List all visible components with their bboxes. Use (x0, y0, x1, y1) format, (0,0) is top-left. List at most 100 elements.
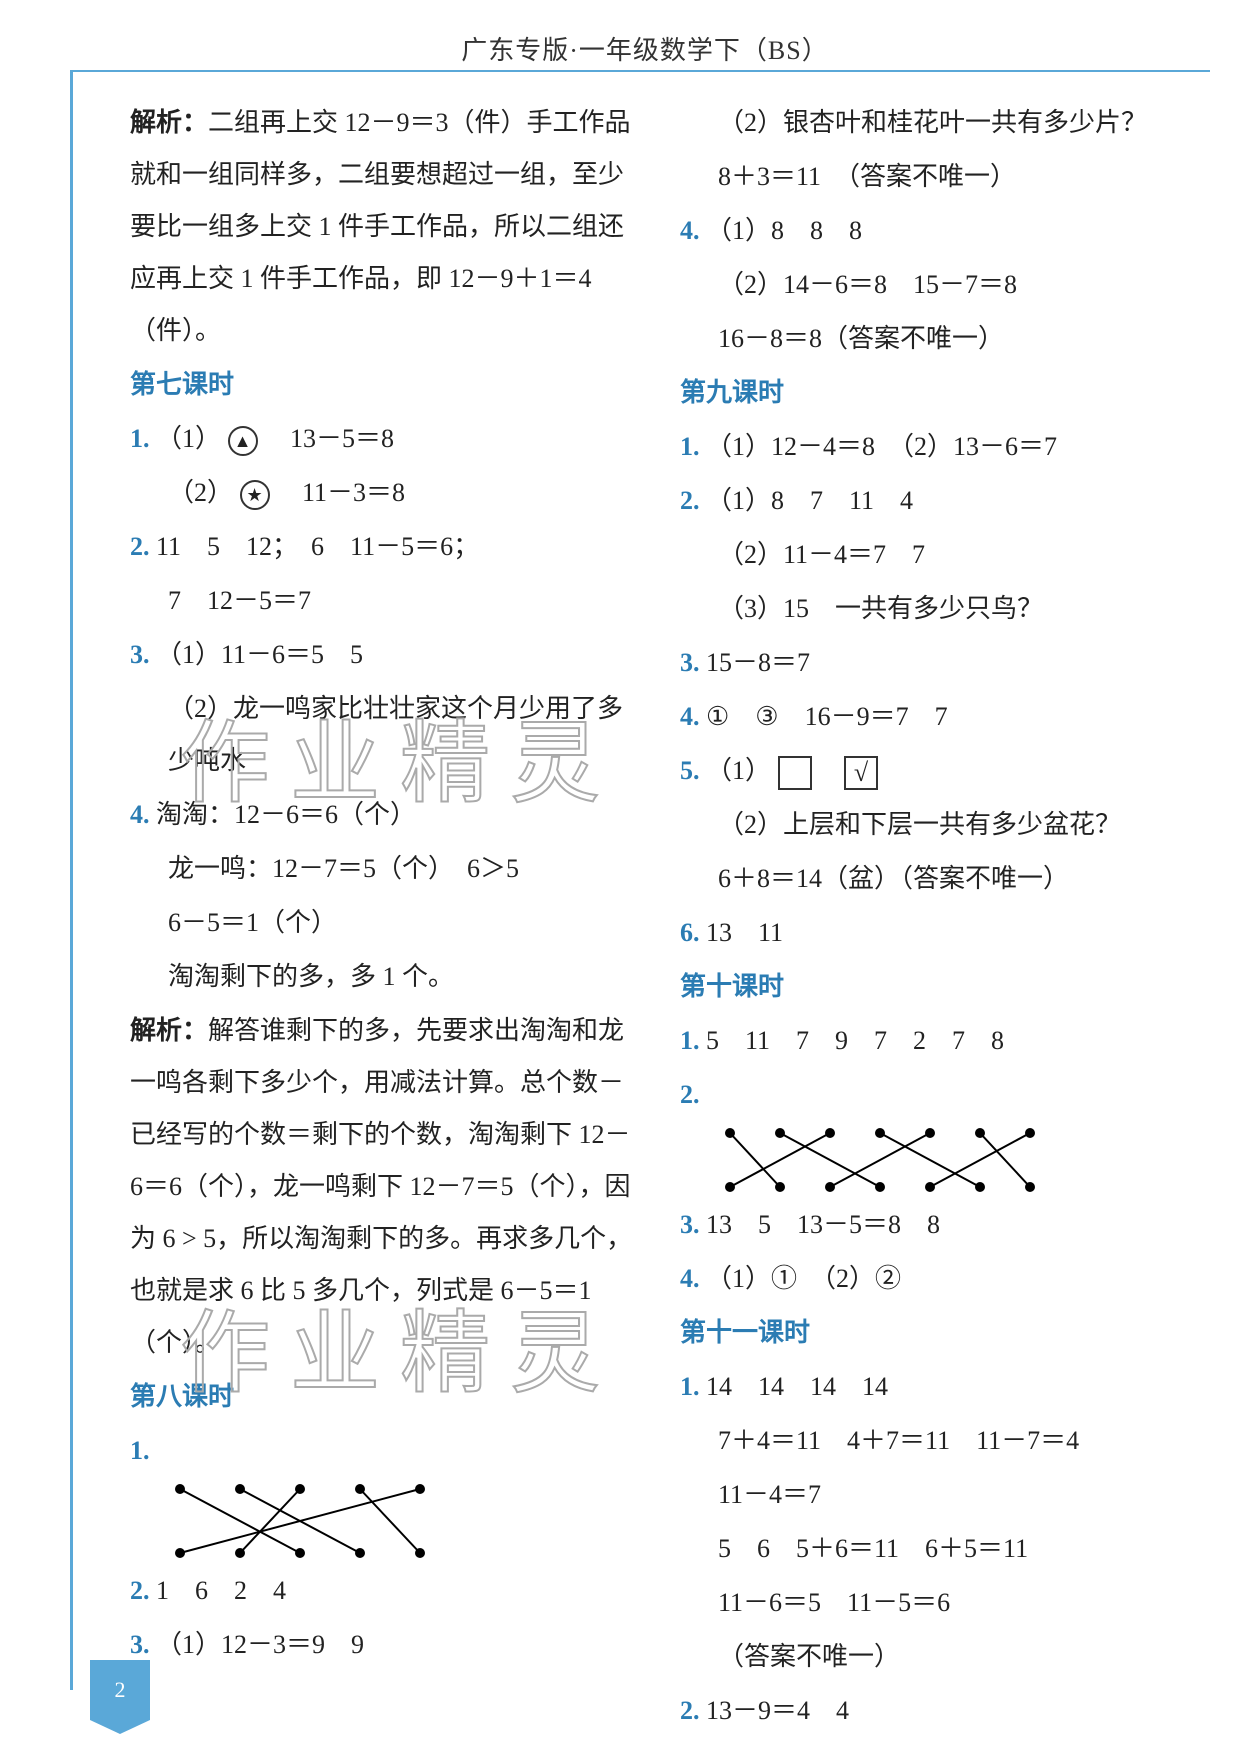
analysis-label: 解析： (130, 108, 208, 137)
text: （2） (168, 478, 233, 507)
left-column: 解析：二组再上交 12－9＝3（件）手工作品就和一组同样多，二组要想超过一组，至… (130, 97, 640, 1739)
q-num: 4. (680, 216, 700, 245)
lesson-8-title: 第八课时 (130, 1371, 640, 1423)
analysis-text: 解答谁剩下的多，先要求出淘淘和龙一鸣各剩下多少个，用减法计算。总个数－已经写的个… (130, 1016, 632, 1357)
analysis-text: 二组再上交 12－9＝3（件）手工作品就和一组同样多，二组要想超过一组，至少要比… (130, 108, 631, 345)
q-num: 4. (130, 800, 150, 829)
q-num: 3. (680, 1210, 700, 1239)
text: （1）① （2）② (706, 1264, 901, 1293)
text: 13 11 (706, 918, 783, 947)
l7-q1b: （2） 11－3＝8 (130, 467, 640, 519)
text: 淘淘：12－6＝6（个） (156, 800, 416, 829)
q-num: 5. (680, 756, 700, 785)
text: 14 14 14 14 (706, 1372, 888, 1401)
text: 13－9＝4 4 (706, 1696, 849, 1725)
eq: 11－3＝8 (276, 478, 405, 507)
q-num: 1. (130, 1436, 150, 1465)
text: （1）12－4＝8 （2）13－6＝7 (706, 432, 1057, 461)
l9-q6: 6. 13 11 (680, 907, 1190, 959)
q-num: 6. (680, 918, 700, 947)
l7-q3a: 3. （1）11－6＝5 5 (130, 629, 640, 681)
l8-q2: 2. 1 6 2 4 (130, 1565, 640, 1617)
page-number-tab: 2 (90, 1660, 150, 1720)
q-num: 4. (680, 702, 700, 731)
l11-q1d: 5 6 5＋6＝11 6＋5＝11 (680, 1523, 1190, 1575)
l11-q1c: 11－4＝7 (680, 1469, 1190, 1521)
l7-q1a: 1. （1） 13－5＝8 (130, 413, 640, 465)
q-num: 3. (130, 1630, 150, 1659)
r-q4b: （2）14－6＝8 15－7＝8 (680, 259, 1190, 311)
eq: 13－5＝8 (264, 424, 394, 453)
check-box-icon: √ (844, 756, 878, 790)
l7-q2b: 7 12－5＝7 (130, 575, 640, 627)
l7-q4d: 淘淘剩下的多，多 1 个。 (130, 951, 640, 1003)
r-q4c: 16－8＝8（答案不唯一） (680, 313, 1190, 365)
analysis-1: 解析：二组再上交 12－9＝3（件）手工作品就和一组同样多，二组要想超过一组，至… (130, 97, 640, 357)
text: （1）8 7 11 4 (706, 486, 913, 515)
text: 1 6 2 4 (156, 1576, 286, 1605)
star-in-circle-icon (240, 480, 270, 510)
matching-diagram-2 (720, 1125, 1050, 1195)
r-cont-b: 8＋3＝11 （答案不唯一） (680, 151, 1190, 203)
q-num: 2. (680, 1080, 700, 1109)
q-num: 2. (680, 486, 700, 515)
q-num: 1. (680, 432, 700, 461)
text: （1）12－3＝9 9 (156, 1630, 364, 1659)
right-column: （2）银杏叶和桂花叶一共有多少片？ 8＋3＝11 （答案不唯一） 4. （1）8… (680, 97, 1190, 1739)
q-num: 2. (680, 1696, 700, 1725)
l11-q1a: 1. 14 14 14 14 (680, 1361, 1190, 1413)
q-num: 4. (680, 1264, 700, 1293)
l10-q1: 1. 5 11 7 9 7 2 7 8 (680, 1015, 1190, 1067)
l7-q2a: 2. 11 5 12； 6 11－5＝6； (130, 521, 640, 573)
l9-q1: 1. （1）12－4＝8 （2）13－6＝7 (680, 421, 1190, 473)
empty-box-icon (778, 756, 812, 790)
q-num: 3. (130, 640, 150, 669)
text: ① ③ 16－9＝7 7 (706, 702, 948, 731)
q-num: 2. (130, 532, 150, 561)
q-num: 1. (680, 1026, 700, 1055)
triangle-in-circle-icon (228, 426, 258, 456)
lesson-10-title: 第十课时 (680, 961, 1190, 1013)
l8-q1: 1. (130, 1425, 640, 1477)
lesson-7-title: 第七课时 (130, 359, 640, 411)
l11-q1f: （答案不唯一） (680, 1631, 1190, 1683)
l9-q2c: （3）15 一共有多少只鸟？ (680, 583, 1190, 635)
l11-q1e: 11－6＝5 11－5＝6 (680, 1577, 1190, 1629)
q-num: 3. (680, 648, 700, 677)
r-cont-a: （2）银杏叶和桂花叶一共有多少片？ (680, 97, 1190, 149)
q-num: 1. (680, 1372, 700, 1401)
content-area: 解析：二组再上交 12－9＝3（件）手工作品就和一组同样多，二组要想超过一组，至… (100, 97, 1190, 1739)
text: （1）11－6＝5 5 (156, 640, 363, 669)
l9-q5b: （2）上层和下层一共有多少盆花？ (680, 799, 1190, 851)
text: （1） (706, 756, 771, 785)
l10-q2: 2. (680, 1069, 1190, 1121)
l9-q4: 4. ① ③ 16－9＝7 7 (680, 691, 1190, 743)
text: （1） (156, 424, 221, 453)
matching-diagram-1 (170, 1481, 440, 1561)
l7-q4c: 6－5＝1（个） (130, 897, 640, 949)
l8-q3: 3. （1）12－3＝9 9 (130, 1619, 640, 1671)
l9-q5a: 5. （1） √ (680, 745, 1190, 797)
l9-q2b: （2）11－4＝7 7 (680, 529, 1190, 581)
l9-q5c: 6＋8＝14（盆）（答案不唯一） (680, 853, 1190, 905)
analysis-label: 解析： (130, 1016, 208, 1045)
l10-q4: 4. （1）① （2）② (680, 1253, 1190, 1305)
text: 13 5 13－5＝8 8 (706, 1210, 940, 1239)
l10-q3: 3. 13 5 13－5＝8 8 (680, 1199, 1190, 1251)
l7-q4a: 4. 淘淘：12－6＝6（个） (130, 789, 640, 841)
lesson-9-title: 第九课时 (680, 367, 1190, 419)
l9-q2a: 2. （1）8 7 11 4 (680, 475, 1190, 527)
text: 5 11 7 9 7 2 7 8 (706, 1026, 1004, 1055)
lesson-11-title: 第十一课时 (680, 1307, 1190, 1359)
text: 11 5 12； 6 11－5＝6； (156, 532, 479, 561)
l11-q1b: 7＋4＝11 4＋7＝11 11－7＝4 (680, 1415, 1190, 1467)
analysis-2: 解析：解答谁剩下的多，先要求出淘淘和龙一鸣各剩下多少个，用减法计算。总个数－已经… (130, 1005, 640, 1369)
text: 15－8＝7 (706, 648, 810, 677)
r-q4a: 4. （1）8 8 8 (680, 205, 1190, 257)
q-num: 2. (130, 1576, 150, 1605)
l9-q3: 3. 15－8＝7 (680, 637, 1190, 689)
l7-q4b: 龙一鸣：12－7＝5（个） 6＞5 (130, 843, 640, 895)
q-num: 1. (130, 424, 150, 453)
l11-q2: 2. 13－9＝4 4 (680, 1685, 1190, 1737)
page-number: 2 (115, 1677, 126, 1703)
